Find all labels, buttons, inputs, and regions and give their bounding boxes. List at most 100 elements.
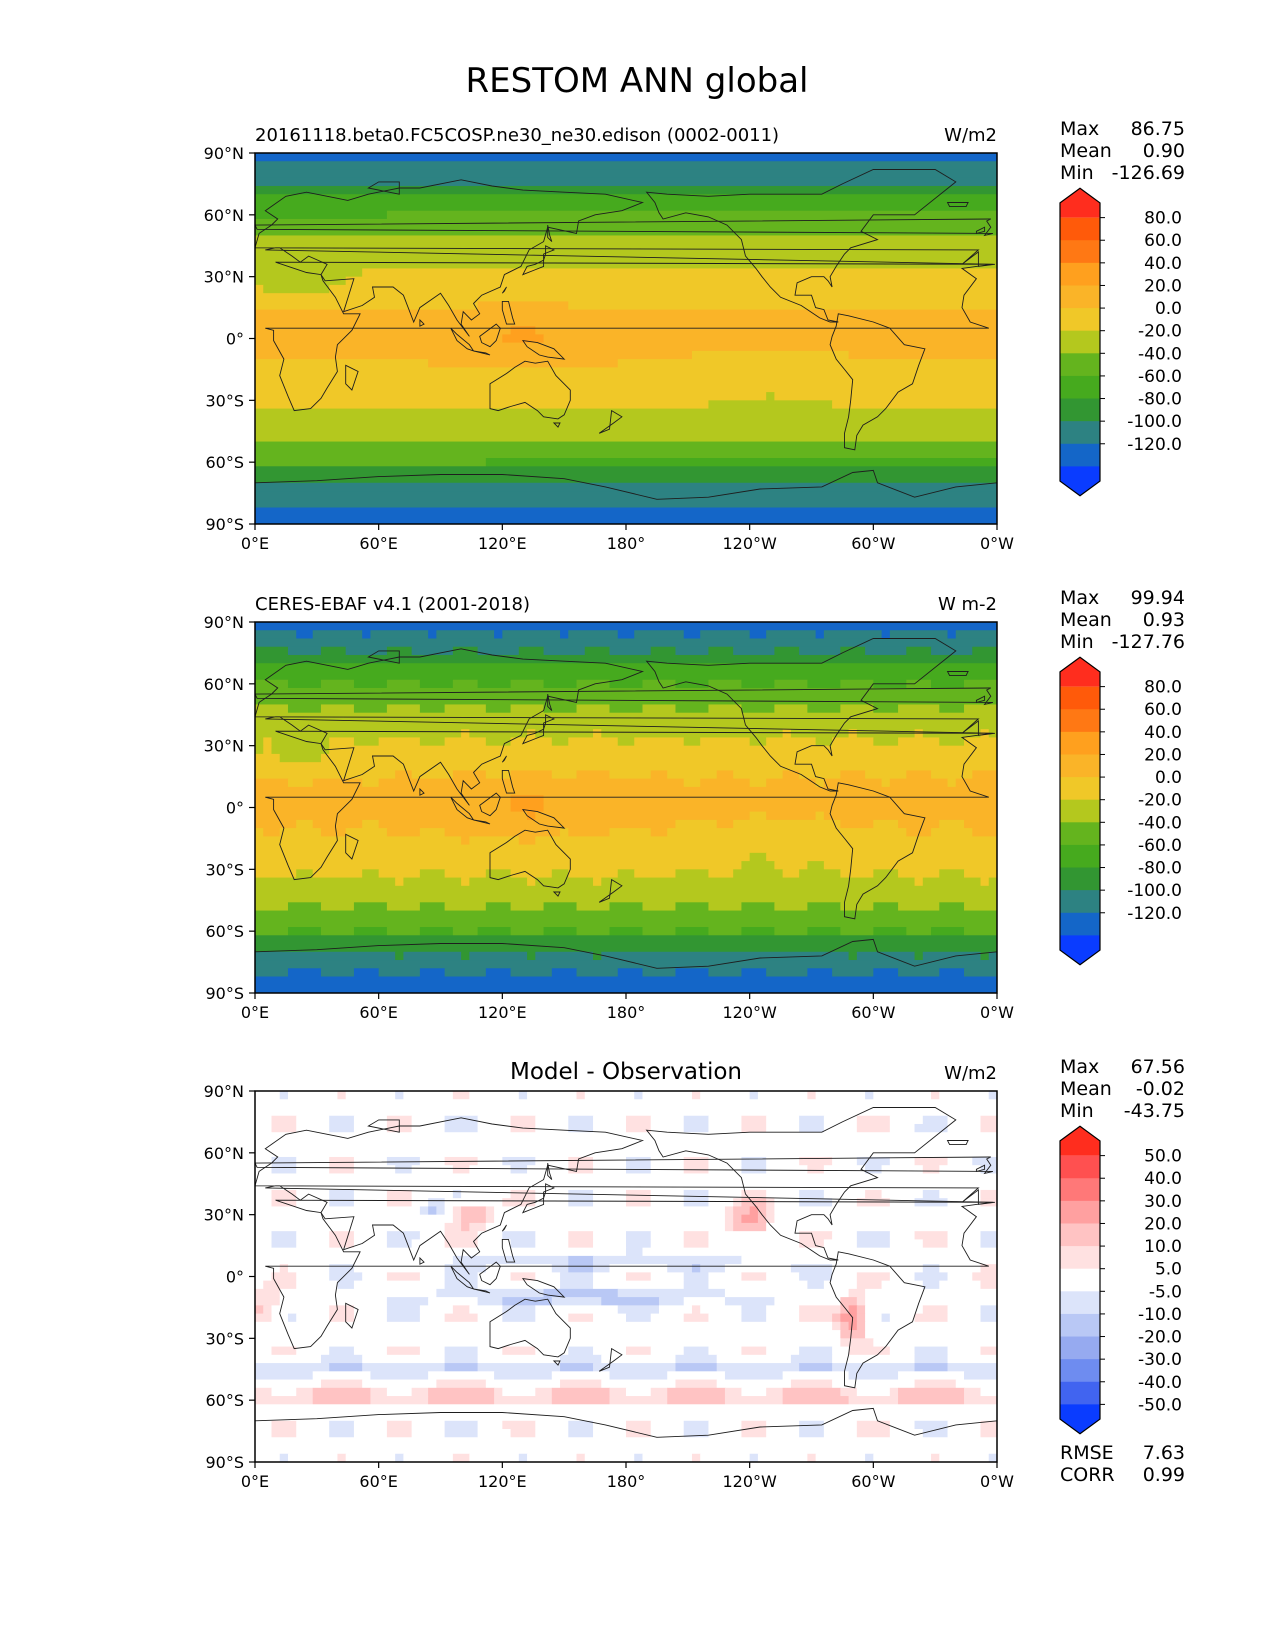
- field-cell: [749, 630, 767, 640]
- field-cell: [609, 828, 652, 837]
- field-cell: [329, 1231, 355, 1240]
- field-cell: [485, 869, 512, 879]
- colorbar-swatch: [1060, 777, 1100, 801]
- coastline-17: [946, 1140, 969, 1146]
- field-cell: [856, 1313, 866, 1323]
- field-cell: [518, 836, 536, 846]
- field-cell: [255, 1453, 281, 1462]
- field-cell: [255, 1231, 273, 1240]
- field-cell: [255, 1107, 997, 1117]
- colorbar-label: 20.0: [1144, 276, 1182, 296]
- field-cell: [320, 1379, 363, 1389]
- coastline-12: [975, 1164, 986, 1172]
- field-cell: [494, 1387, 503, 1397]
- field-cell: [799, 646, 841, 656]
- field-cell: [255, 491, 997, 500]
- field-cell: [255, 466, 997, 476]
- lon-tick-label: 60°E: [359, 1472, 397, 1491]
- field-cell: [535, 1420, 569, 1430]
- field-cell: [593, 1420, 627, 1430]
- field-cell: [370, 1371, 429, 1381]
- field-cell: [790, 1264, 833, 1273]
- field-cell: [370, 630, 429, 640]
- field-cell: [642, 1453, 693, 1462]
- colorbar-swatch: [1060, 375, 1100, 400]
- field-cell: [675, 902, 710, 912]
- field-cell: [353, 1189, 388, 1199]
- field-cell: [329, 1198, 355, 1208]
- field-cell: [428, 1387, 495, 1397]
- field-cell: [683, 778, 701, 788]
- field-cell: [403, 1453, 454, 1462]
- field-cell: [576, 1091, 586, 1100]
- field-cell: [840, 646, 866, 656]
- colorbar-swatch: [1060, 421, 1100, 445]
- field-cell: [255, 1396, 314, 1405]
- stat-min-value: -127.76: [1112, 631, 1185, 653]
- field-cell: [774, 704, 808, 714]
- field-cell: [964, 1387, 982, 1397]
- field-cell: [741, 927, 775, 936]
- field-cell: [510, 1165, 528, 1175]
- field-cell: [766, 1272, 800, 1282]
- field-cell: [708, 1313, 743, 1323]
- field-cell: [320, 927, 355, 936]
- field-cell: [832, 1313, 841, 1323]
- field-cell: [766, 392, 775, 401]
- stat-min-label: Min: [1060, 162, 1094, 184]
- colorbar-swatch: [1060, 1126, 1100, 1156]
- colorbar-swatch: [1060, 398, 1100, 422]
- field-cell: [914, 1354, 949, 1364]
- field-cell: [428, 630, 437, 640]
- field-cell: [419, 968, 446, 978]
- coastline-7: [473, 350, 491, 356]
- field-cell: [279, 1453, 289, 1462]
- field-cell: [337, 1453, 347, 1462]
- colorbar-label: -120.0: [1127, 904, 1182, 924]
- field-cell: [543, 646, 586, 656]
- field-cell: [741, 1272, 767, 1282]
- field-cell: [972, 1272, 997, 1282]
- field-cell: [766, 811, 817, 821]
- coastline-20: [367, 181, 400, 195]
- colorbar-swatch: [1060, 1246, 1100, 1270]
- field-cell: [609, 1371, 668, 1381]
- field-cell: [279, 1288, 437, 1298]
- field-cell: [650, 1346, 685, 1356]
- field-cell: [386, 210, 997, 220]
- field-cell: [543, 803, 997, 813]
- field-cell: [642, 968, 677, 978]
- stat-corr-label: CORR: [1060, 1464, 1115, 1486]
- field-cell: [551, 770, 578, 780]
- field-cell: [922, 1239, 949, 1249]
- lat-tick-label: 0°: [226, 1268, 244, 1287]
- field-cell: [255, 177, 997, 187]
- field-cell: [255, 1247, 627, 1257]
- field-cell: [444, 704, 487, 714]
- field-cell: [832, 1379, 916, 1389]
- field-cell: [362, 1272, 388, 1282]
- field-cell: [593, 729, 602, 739]
- field-cell: [535, 836, 997, 846]
- field-cell: [807, 704, 841, 714]
- field-cell: [832, 1346, 850, 1356]
- field-cell: [485, 902, 512, 912]
- field-cell: [947, 1305, 982, 1315]
- field-cell: [724, 1387, 743, 1397]
- field-cell: [263, 828, 281, 837]
- field-cell: [386, 1305, 421, 1315]
- lon-tick-label: 0°W: [980, 1003, 1014, 1022]
- field-cell: [881, 1189, 924, 1199]
- colorbar-label: -5.0: [1149, 1282, 1182, 1302]
- colorbar-label: 40.0: [1144, 1169, 1182, 1189]
- field-cell: [255, 210, 388, 220]
- colorbar-swatch: [1060, 731, 1100, 755]
- field-cell: [568, 1231, 594, 1240]
- field-cell: [922, 1280, 940, 1290]
- field-cell: [675, 819, 718, 829]
- field-cell: [477, 1123, 512, 1133]
- field-cell: [502, 1156, 536, 1166]
- lat-tick-label: 30°S: [205, 391, 244, 410]
- field-cell: [510, 704, 545, 714]
- field-cell: [255, 235, 997, 245]
